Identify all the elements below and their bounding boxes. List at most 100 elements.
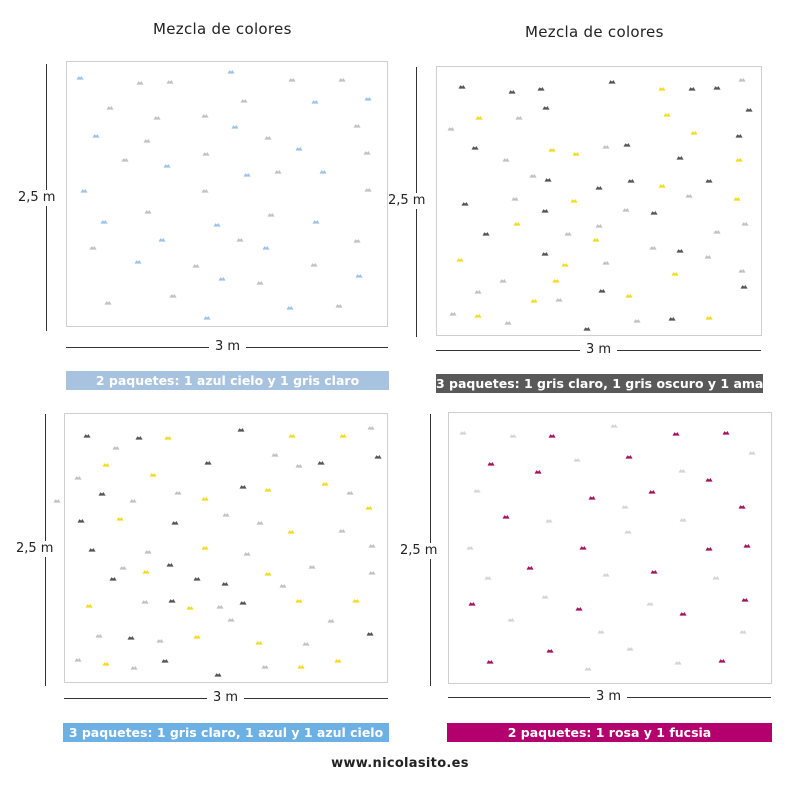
sticker-3-24	[346, 491, 354, 495]
sticker-4-39	[739, 630, 747, 634]
sticker-4-29	[602, 573, 610, 577]
sticker-1-47	[335, 304, 343, 308]
sticker-3-43	[308, 565, 316, 569]
panel-1-height-label: 2,5 m	[18, 190, 56, 206]
sticker-2-16	[471, 146, 479, 150]
sticker-3-10	[102, 463, 110, 467]
sticker-4-35	[741, 598, 749, 602]
sticker-3-55	[352, 599, 360, 603]
sticker-3-50	[168, 599, 176, 603]
sticker-1-29	[100, 220, 108, 224]
sticker-4-38	[597, 630, 605, 634]
sticker-2-8	[542, 106, 550, 110]
sticker-4-33	[575, 607, 583, 611]
sticker-1-14	[92, 134, 100, 138]
sticker-1-2	[136, 81, 144, 85]
sticker-1-8	[311, 100, 319, 104]
sticker-1-34	[158, 238, 166, 242]
sticker-1-45	[104, 301, 112, 305]
sticker-3-30	[256, 521, 264, 525]
sticker-1-16	[264, 136, 272, 140]
sticker-4-45	[718, 659, 726, 663]
panel-1-title: Mezcla de colores	[153, 20, 292, 38]
sticker-3-66	[102, 662, 110, 666]
sticker-1-28	[144, 210, 152, 214]
sticker-4-0	[459, 431, 467, 435]
sticker-4-2	[548, 434, 556, 438]
sticker-1-12	[231, 125, 239, 129]
panel-2-width-label: 3 m	[580, 342, 618, 358]
sticker-2-4	[658, 87, 666, 91]
sticker-1-9	[364, 97, 372, 101]
sticker-2-44	[713, 230, 721, 234]
sticker-3-15	[149, 473, 157, 477]
sticker-3-63	[302, 642, 310, 646]
sticker-2-6	[713, 86, 721, 90]
panel-1-width-label: 3 m	[209, 339, 247, 355]
sticker-1-15	[143, 139, 151, 143]
sticker-4-43	[584, 667, 592, 671]
sticker-4-31	[468, 602, 476, 606]
sticker-4-22	[579, 546, 587, 550]
sticker-2-39	[595, 224, 603, 228]
sticker-3-9	[374, 455, 382, 459]
sticker-2-40	[741, 222, 749, 226]
sticker-2-14	[690, 131, 698, 135]
sticker-3-35	[368, 544, 376, 548]
sticker-2-53	[738, 269, 746, 273]
sticker-4-37	[507, 618, 515, 622]
sticker-3-7	[112, 446, 120, 450]
sticker-3-11	[204, 461, 212, 465]
sticker-2-9	[475, 116, 483, 120]
sticker-4-44	[674, 661, 682, 665]
sticker-2-38	[513, 222, 521, 226]
sticker-2-66	[633, 319, 641, 323]
sticker-3-14	[74, 476, 82, 480]
sticker-3-29	[171, 521, 179, 525]
sticker-3-27	[77, 519, 85, 523]
sticker-1-17	[295, 147, 303, 151]
sticker-4-10	[534, 470, 542, 474]
sticker-3-59	[127, 636, 135, 640]
sticker-2-59	[740, 285, 748, 289]
sticker-1-23	[274, 170, 282, 174]
sticker-1-31	[267, 213, 275, 217]
sticker-1-11	[201, 114, 209, 118]
sticker-3-60	[156, 639, 164, 643]
sticker-2-11	[663, 113, 671, 117]
sticker-1-39	[192, 264, 200, 268]
sticker-4-7	[573, 458, 581, 462]
sticker-4-8	[625, 455, 633, 459]
sticker-2-21	[502, 158, 510, 162]
sticker-2-52	[671, 272, 679, 276]
sticker-3-69	[214, 673, 222, 677]
sticker-3-47	[279, 584, 287, 588]
sticker-2-13	[447, 127, 455, 131]
sticker-3-18	[321, 482, 329, 486]
sticker-1-43	[256, 281, 264, 285]
sticker-4-18	[545, 519, 553, 523]
sticker-3-37	[243, 552, 251, 556]
sticker-3-28	[116, 517, 124, 521]
sticker-2-43	[592, 238, 600, 242]
sticker-2-62	[449, 312, 457, 316]
sticker-1-36	[262, 246, 270, 250]
sticker-2-15	[735, 134, 743, 138]
sticker-1-3	[166, 80, 174, 84]
sticker-2-46	[649, 246, 657, 250]
sticker-1-44	[169, 294, 177, 298]
sticker-2-17	[548, 148, 556, 152]
footer-url: www.nicolasito.es	[331, 756, 469, 771]
sticker-1-27	[364, 188, 372, 192]
panel-3-width-label: 3 m	[207, 690, 245, 706]
sticker-3-53	[239, 601, 247, 605]
panel-2-title: Mezcla de colores	[525, 23, 664, 41]
sticker-3-22	[53, 499, 61, 503]
sticker-4-25	[705, 547, 713, 551]
sticker-4-4	[672, 432, 680, 436]
sticker-3-8	[271, 453, 279, 457]
sticker-4-21	[466, 546, 474, 550]
sticker-2-5	[688, 87, 696, 91]
sticker-1-20	[363, 151, 371, 155]
sticker-2-68	[705, 316, 713, 320]
